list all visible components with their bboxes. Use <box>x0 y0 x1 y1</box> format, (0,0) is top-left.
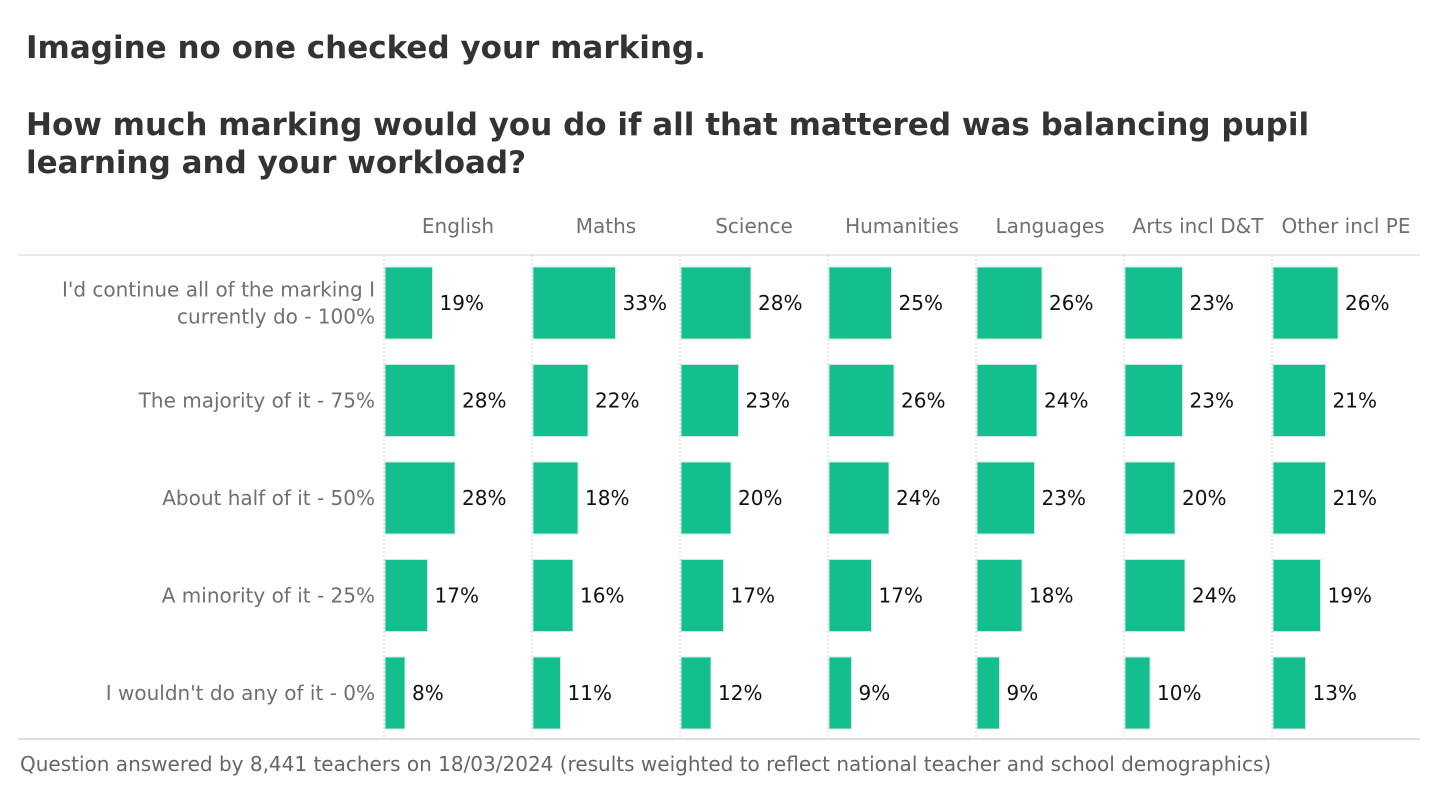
chart-title: Imagine no one checked your marking. <box>26 30 706 66</box>
data-label-science-4: 12% <box>718 681 762 705</box>
data-label-languages-0: 26% <box>1049 291 1093 315</box>
data-label-maths-2: 18% <box>585 486 629 510</box>
bar-science-1 <box>680 364 739 437</box>
row-label-1: The majority of it - 75% <box>138 389 375 413</box>
data-label-science-2: 20% <box>738 486 782 510</box>
bar-english-2 <box>384 461 456 535</box>
bar-humanities-1 <box>828 364 895 437</box>
data-label-maths-0: 33% <box>623 291 667 315</box>
data-label-languages-4: 9% <box>1007 681 1039 705</box>
bar-science-3 <box>680 559 724 632</box>
data-label-arts-incl-dandt-4: 10% <box>1157 681 1201 705</box>
bar-arts-incl-dandt-0 <box>1124 266 1183 340</box>
row-label-line: currently do - 100% <box>177 305 375 329</box>
data-label-humanities-4: 9% <box>859 681 891 705</box>
bar-languages-3 <box>976 559 1023 632</box>
data-label-languages-1: 24% <box>1044 389 1088 413</box>
row-label-line: About half of it - 50% <box>162 486 375 510</box>
bar-humanities-3 <box>828 559 872 632</box>
bar-other-incl-pe-3 <box>1272 559 1321 632</box>
data-label-english-2: 28% <box>462 486 506 510</box>
data-label-arts-incl-dandt-2: 20% <box>1182 486 1226 510</box>
panel-header-english: English <box>422 214 494 238</box>
bar-humanities-4 <box>828 656 852 730</box>
bar-languages-0 <box>976 266 1043 340</box>
data-label-science-3: 17% <box>731 584 775 608</box>
bar-maths-4 <box>532 656 561 730</box>
row-label-2: About half of it - 50% <box>162 486 375 510</box>
data-label-maths-3: 16% <box>580 584 624 608</box>
bar-languages-2 <box>976 461 1035 535</box>
panel-header-languages: Languages <box>995 214 1104 238</box>
row-label-line: I'd continue all of the marking I <box>62 278 375 302</box>
bar-science-0 <box>680 266 752 340</box>
data-label-other-incl-pe-2: 21% <box>1333 486 1377 510</box>
data-label-english-1: 28% <box>462 389 506 413</box>
data-label-maths-4: 11% <box>568 681 612 705</box>
panel-header-science: Science <box>715 214 793 238</box>
bar-humanities-2 <box>828 461 890 535</box>
row-label-line: I wouldn't do any of it - 0% <box>106 681 375 705</box>
bar-science-2 <box>680 461 732 535</box>
data-label-other-incl-pe-3: 19% <box>1328 584 1372 608</box>
data-label-humanities-2: 24% <box>896 486 940 510</box>
data-label-languages-3: 18% <box>1029 584 1073 608</box>
panel-header-arts-incl-dandt: Arts incl D&T <box>1133 214 1265 238</box>
chart-footnote: Question answered by 8,441 teachers on 1… <box>20 752 1272 776</box>
panel-header-humanities: Humanities <box>845 214 959 238</box>
bar-maths-2 <box>532 461 579 535</box>
bar-english-4 <box>384 656 406 730</box>
data-label-english-0: 19% <box>440 291 484 315</box>
bar-english-3 <box>384 559 428 632</box>
data-label-maths-1: 22% <box>595 389 639 413</box>
bar-arts-incl-dandt-2 <box>1124 461 1176 535</box>
bar-english-0 <box>384 266 433 340</box>
bar-other-incl-pe-2 <box>1272 461 1326 535</box>
data-label-other-incl-pe-0: 26% <box>1345 291 1389 315</box>
row-label-3: A minority of it - 25% <box>162 584 375 608</box>
bar-english-1 <box>384 364 456 437</box>
bar-maths-1 <box>532 364 589 437</box>
data-label-humanities-0: 25% <box>899 291 943 315</box>
data-label-other-incl-pe-1: 21% <box>1333 389 1377 413</box>
bar-maths-0 <box>532 266 616 340</box>
data-label-science-0: 28% <box>758 291 802 315</box>
bar-languages-4 <box>976 656 1000 730</box>
data-label-humanities-3: 17% <box>879 584 923 608</box>
row-label-line: The majority of it - 75% <box>138 389 375 413</box>
chart-subtitle-line-1: How much marking would you do if all tha… <box>26 107 1310 143</box>
bar-arts-incl-dandt-3 <box>1124 559 1186 632</box>
bar-other-incl-pe-0 <box>1272 266 1339 340</box>
row-label-4: I wouldn't do any of it - 0% <box>106 681 375 705</box>
data-label-arts-incl-dandt-0: 23% <box>1190 291 1234 315</box>
bar-other-incl-pe-1 <box>1272 364 1326 437</box>
panel-header-other-incl-pe: Other incl PE <box>1282 214 1411 238</box>
bar-other-incl-pe-4 <box>1272 656 1306 730</box>
panel-header-maths: Maths <box>576 214 636 238</box>
data-label-humanities-1: 26% <box>901 389 945 413</box>
data-label-science-1: 23% <box>746 389 790 413</box>
data-label-languages-2: 23% <box>1042 486 1086 510</box>
row-label-0: I'd continue all of the marking I current… <box>62 278 375 329</box>
bar-languages-1 <box>976 364 1038 437</box>
bar-arts-incl-dandt-1 <box>1124 364 1183 437</box>
data-label-arts-incl-dandt-1: 23% <box>1190 389 1234 413</box>
data-label-arts-incl-dandt-3: 24% <box>1192 584 1236 608</box>
data-label-english-4: 8% <box>412 681 444 705</box>
data-label-other-incl-pe-4: 13% <box>1313 681 1357 705</box>
bar-science-4 <box>680 656 712 730</box>
bar-humanities-0 <box>828 266 892 340</box>
chart-subtitle-line-2: learning and your workload? <box>26 145 527 181</box>
bar-arts-incl-dandt-4 <box>1124 656 1151 730</box>
bar-maths-3 <box>532 559 574 632</box>
chart-subtitle: How much marking would you do if all tha… <box>26 106 1309 182</box>
data-label-english-3: 17% <box>435 584 479 608</box>
row-label-line: A minority of it - 25% <box>162 584 375 608</box>
